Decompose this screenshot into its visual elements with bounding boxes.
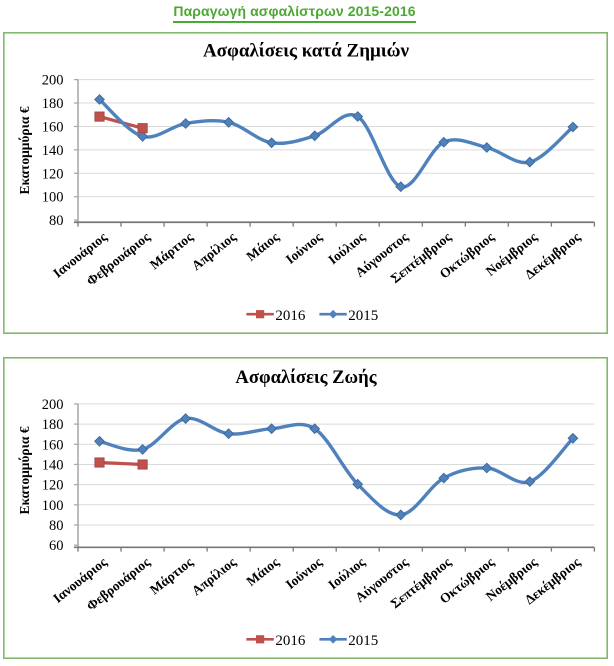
svg-text:60: 60 (49, 538, 64, 554)
svg-text:2016: 2016 (275, 633, 306, 649)
svg-text:2015: 2015 (348, 307, 378, 323)
svg-text:140: 140 (42, 142, 64, 158)
svg-text:2015: 2015 (348, 633, 378, 649)
svg-text:80: 80 (49, 213, 64, 229)
svg-text:Ασφαλίσεις Ζωής: Ασφαλίσεις Ζωής (235, 366, 377, 387)
svg-text:200: 200 (42, 72, 64, 88)
svg-text:2016: 2016 (275, 307, 306, 323)
svg-text:180: 180 (42, 417, 64, 433)
svg-text:Εκατομμύρια €: Εκατομμύρια € (17, 106, 32, 194)
svg-text:Μάιος: Μάιος (243, 554, 281, 589)
svg-text:100: 100 (42, 189, 64, 205)
svg-text:160: 160 (42, 119, 64, 135)
svg-text:Απρίλιος: Απρίλιος (189, 229, 239, 273)
svg-text:200: 200 (42, 396, 64, 412)
svg-text:120: 120 (42, 166, 64, 182)
svg-text:140: 140 (42, 457, 64, 473)
svg-text:Ιούνιος: Ιούνιος (283, 229, 325, 267)
svg-text:120: 120 (42, 477, 64, 493)
svg-text:Μάρτιος: Μάρτιος (147, 229, 196, 272)
svg-text:100: 100 (42, 497, 64, 513)
svg-text:160: 160 (42, 437, 64, 453)
svg-text:80: 80 (49, 518, 64, 534)
svg-text:Απρίλιος: Απρίλιος (189, 554, 239, 598)
svg-text:Ιούνιος: Ιούνιος (283, 554, 325, 592)
svg-text:180: 180 (42, 96, 64, 112)
svg-text:Μάρτιος: Μάρτιος (147, 554, 196, 597)
svg-text:Ασφαλίσεις κατά Ζημιών: Ασφαλίσεις κατά Ζημιών (203, 40, 410, 61)
svg-text:Εκατομμύρια €: Εκατομμύρια € (17, 426, 32, 514)
svg-text:Μάιος: Μάιος (243, 229, 281, 264)
